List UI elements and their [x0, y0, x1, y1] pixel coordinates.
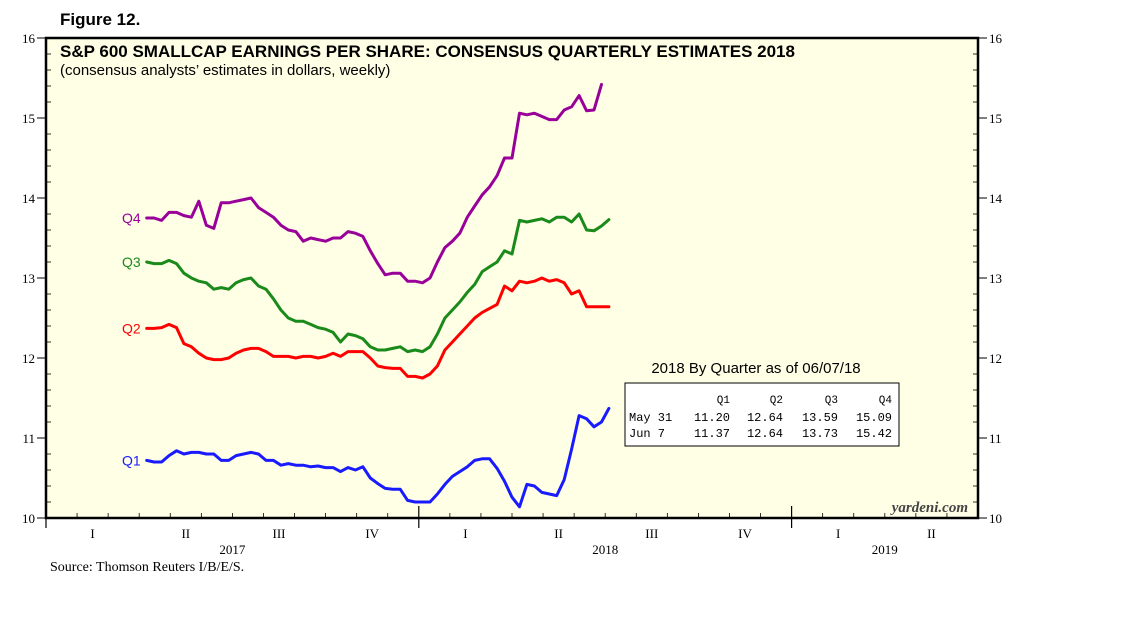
series-labels: Q1 Q2 Q3 Q4 [122, 210, 141, 468]
table-header-q3: Q3 [825, 395, 838, 407]
table-cell: 15.09 [856, 411, 892, 425]
y-tick-label-right: 15 [989, 111, 1002, 126]
table-header-q1: Q1 [717, 395, 731, 407]
series-label-q4: Q4 [122, 210, 141, 226]
table-box [624, 382, 900, 447]
series-label-q3: Q3 [122, 254, 141, 270]
table-header-q4: Q4 [879, 395, 893, 407]
y-tick-label-left: 10 [22, 511, 35, 526]
table-cell: 11.37 [694, 427, 730, 441]
x-quarter-label: II [554, 526, 563, 541]
table-cell: 13.59 [802, 411, 838, 425]
y-tick-label-right: 10 [989, 511, 1002, 526]
y-axis-left: 10 11 12 13 14 15 16 [22, 31, 51, 526]
y-tick-label-left: 12 [22, 351, 35, 366]
table-row-label: Jun 7 [629, 427, 665, 441]
table-title: 2018 By Quarter as of 06/07/18 [651, 360, 860, 377]
x-quarter-label: I [463, 526, 467, 541]
x-year-label: 2017 [219, 542, 246, 557]
series-line-q2 [145, 276, 611, 380]
table-cell: 15.42 [856, 427, 892, 441]
y-tick-label-right: 13 [989, 271, 1002, 286]
series-line-q4 [145, 82, 603, 285]
table-cell: 12.64 [747, 411, 783, 425]
series-label-q1: Q1 [122, 452, 141, 468]
chart-title: S&P 600 SMALLCAP EARNINGS PER SHARE: CON… [60, 42, 795, 61]
x-quarter-label: IV [738, 526, 752, 541]
series-line-q3 [145, 212, 611, 354]
table-cell: 11.20 [694, 411, 730, 425]
y-tick-label-left: 14 [22, 191, 36, 206]
x-quarter-label: III [273, 526, 286, 541]
data-table: 2018 By Quarter as of 06/07/18 Q1 Q2 Q3 Q4 M… [624, 360, 900, 447]
y-tick-label-left: 11 [22, 431, 35, 446]
y-tick-label-right: 14 [989, 191, 1003, 206]
table-row-label: May 31 [629, 411, 672, 425]
x-quarter-label: I [90, 526, 94, 541]
x-quarter-label: I [836, 526, 840, 541]
x-year-label: 2018 [592, 542, 618, 557]
y-tick-label-right: 16 [989, 31, 1003, 46]
y-tick-label-left: 13 [22, 271, 35, 286]
table-header-q2: Q2 [770, 395, 783, 407]
series-label-q2: Q2 [122, 320, 141, 336]
y-tick-label-right: 12 [989, 351, 1002, 366]
watermark: yardeni.com [890, 500, 968, 516]
y-axis-right: 10 11 12 13 14 15 16 [973, 31, 1003, 526]
y-tick-label-right: 11 [989, 431, 1002, 446]
table-cells: Q1 Q2 Q3 Q4 May 31 11.20 12.64 13.59 15.09 Jun 7 1… [629, 395, 892, 441]
x-year-label: 2019 [872, 542, 898, 557]
series-line-q1 [145, 406, 611, 509]
chart-subtitle: (consensus analysts’ estimates in dollar… [60, 62, 390, 79]
x-quarter-label: IV [365, 526, 379, 541]
table-cell: 12.64 [747, 427, 783, 441]
x-quarter-label: II [927, 526, 936, 541]
y-tick-label-left: 15 [22, 111, 35, 126]
series-lines [145, 82, 611, 509]
table-cell: 13.73 [802, 427, 838, 441]
x-quarter-label: III [645, 526, 658, 541]
figure-label: Figure 12. [60, 10, 140, 29]
source-note: Source: Thomson Reuters I/B/E/S. [50, 560, 244, 575]
x-quarter-label: II [181, 526, 190, 541]
y-tick-label-left: 16 [22, 31, 36, 46]
